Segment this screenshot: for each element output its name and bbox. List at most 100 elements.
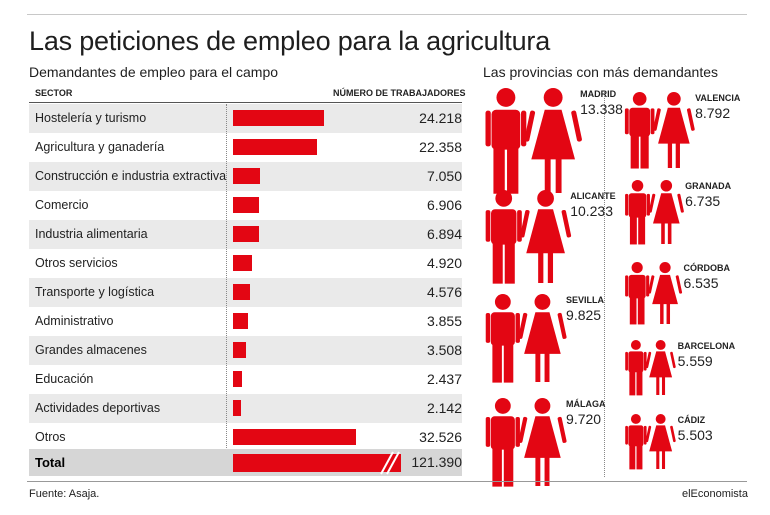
province-name: MÁLAGA	[566, 399, 606, 409]
woman-icon	[518, 294, 567, 382]
total-value: 121.390	[411, 454, 462, 470]
table-row: Otros servicios 4.920	[29, 249, 462, 278]
woman-icon	[520, 190, 572, 283]
province-value: 5.559	[677, 353, 713, 369]
man-icon	[624, 92, 655, 169]
province-figures	[625, 340, 676, 396]
left-subtitle: Demandantes de empleo para el campo	[29, 64, 279, 80]
province-name: BARCELONA	[677, 341, 736, 351]
sector-value: 2.142	[426, 400, 462, 416]
axis-break-mark	[386, 451, 400, 475]
man-icon	[625, 340, 647, 396]
woman-icon	[653, 92, 695, 168]
brand-logo: elEconomista	[681, 488, 748, 500]
table-row: Educación 2.437	[29, 365, 462, 394]
sector-bar	[233, 371, 242, 387]
sector-label: Administrativo	[35, 314, 114, 328]
sector-label: Industria alimentaria	[35, 227, 148, 241]
province-name: CÓRDOBA	[683, 263, 730, 273]
province-value: 13.338	[580, 101, 623, 117]
sector-bar	[233, 226, 259, 242]
province-name: SEVILLA	[566, 295, 605, 305]
table-row: Administrativo 3.855	[29, 307, 462, 336]
total-label: Total	[35, 455, 66, 470]
province-name: GRANADA	[685, 181, 732, 191]
sector-value: 24.218	[419, 110, 462, 126]
woman-icon	[648, 262, 683, 324]
province-name: CÁDIZ	[677, 415, 706, 425]
sector-bar	[233, 139, 317, 155]
province-figures	[485, 88, 582, 194]
sector-bar	[233, 110, 324, 126]
table-row: Agricultura y ganadería 22.358	[29, 133, 462, 162]
source-note: Fuente: Asaja.	[29, 488, 100, 500]
sector-label: Agricultura y ganadería	[35, 140, 165, 154]
table-row: Hostelería y turismo 24.218	[29, 104, 462, 133]
province-name: MADRID	[580, 89, 617, 99]
province-figures	[625, 414, 676, 470]
sector-bar	[233, 400, 241, 416]
sector-value: 3.855	[426, 313, 462, 329]
woman-icon	[648, 180, 684, 244]
province-name: ALICANTE	[570, 191, 616, 201]
table-row: Actividades deportivas 2.142	[29, 394, 462, 423]
table-row: Industria alimentaria 6.894	[29, 220, 462, 249]
sector-value: 6.894	[426, 226, 462, 242]
sector-bar	[233, 284, 250, 300]
sector-value: 2.437	[426, 371, 462, 387]
table-row: Otros 32.526	[29, 423, 462, 452]
province-value: 10.233	[570, 203, 614, 219]
column-divider	[226, 104, 227, 448]
sector-bar	[233, 197, 259, 213]
total-bar	[233, 451, 401, 475]
column-header-sector: SECTOR	[35, 88, 73, 98]
sector-value: 4.576	[426, 284, 462, 300]
sector-bar	[233, 342, 246, 358]
sector-label: Otros	[35, 430, 66, 444]
sector-label: Comercio	[35, 198, 89, 212]
sector-value: 3.508	[426, 342, 462, 358]
province-figures	[625, 180, 684, 245]
man-icon	[485, 398, 520, 487]
sector-bar	[233, 168, 260, 184]
right-subtitle: Las provincias con más demandantes	[483, 64, 719, 80]
sector-value: 4.920	[426, 255, 462, 271]
province-value: 5.503	[677, 427, 713, 443]
province-figures	[624, 92, 695, 169]
sector-label: Hostelería y turismo	[35, 111, 147, 125]
province-figures	[485, 294, 567, 383]
man-icon	[625, 180, 650, 245]
sector-bar	[233, 313, 248, 329]
header-rule	[29, 102, 462, 103]
province-figures	[485, 398, 567, 487]
total-bar-fill	[233, 454, 401, 472]
sector-label: Actividades deportivas	[35, 401, 161, 415]
column-header-workers: NÚMERO DE TRABAJADORES	[333, 88, 466, 98]
woman-icon	[645, 414, 676, 469]
page-title: Las peticiones de empleo para la agricul…	[29, 26, 551, 56]
man-icon	[625, 262, 650, 325]
province-value: 8.792	[695, 105, 731, 121]
sector-value: 6.906	[426, 197, 462, 213]
sector-label: Otros servicios	[35, 256, 118, 270]
province-figures	[485, 190, 572, 284]
man-icon	[625, 414, 647, 470]
sector-label: Educación	[35, 372, 94, 386]
table-row: Comercio 6.906	[29, 191, 462, 220]
man-icon	[485, 190, 522, 284]
sector-label: Construcción e industria extractiva	[35, 169, 227, 183]
provinces-divider	[604, 92, 605, 477]
sector-value: 7.050	[426, 168, 462, 184]
man-icon	[485, 294, 520, 383]
bottom-rule	[27, 481, 747, 482]
woman-icon	[524, 88, 582, 193]
province-value: 9.720	[566, 411, 602, 427]
province-value: 6.735	[685, 193, 721, 209]
man-icon	[485, 88, 527, 194]
sector-bar	[233, 255, 252, 271]
sector-bar	[233, 429, 356, 445]
sector-value: 32.526	[419, 429, 462, 445]
province-value: 9.825	[566, 307, 602, 323]
sector-value: 22.358	[419, 139, 462, 155]
axis-break-mark	[380, 451, 394, 475]
